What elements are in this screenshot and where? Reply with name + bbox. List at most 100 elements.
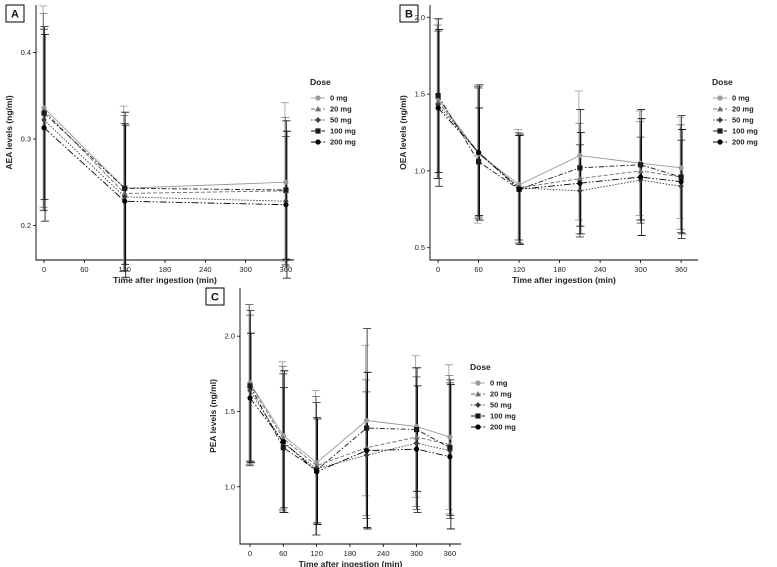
legend-marker [475,402,481,408]
legend-label: 200 mg [490,423,516,432]
data-point [577,165,583,171]
data-point [121,193,128,200]
series-line [437,98,682,186]
data-point [121,190,128,196]
data-point [41,125,47,131]
series-line [437,107,682,190]
legend-marker [315,106,321,112]
x-tick-label: 240 [594,265,607,274]
data-point [413,446,420,452]
legend-label: 50 mg [732,116,754,125]
x-axis-label: Time after ingestion (min) [299,559,403,567]
x-tick-label: 360 [675,265,688,274]
x-axis-label: Time after ingestion (min) [113,275,217,285]
x-tick-label: 180 [344,549,357,558]
y-axis-label: PEA levels (ng/ml) [208,379,218,453]
y-tick-label: 2.0 [225,332,235,341]
x-tick-label: 0 [436,265,440,274]
panel-letter: B [405,9,413,21]
chart-panel-b: B 0 60 120 180 240 300 360 0.5 1.0 1.5 2.0 Time afte… [398,4,758,285]
legend-title: Dose [712,77,733,87]
x-tick-label: 0 [248,549,252,558]
axis-lines [429,5,698,261]
legend-title: Dose [310,77,331,87]
legend-marker [475,424,481,430]
data-point [576,175,583,181]
data-point [280,445,286,451]
data-point [280,439,286,445]
data-point [678,179,684,185]
x-tick-label: 300 [410,549,423,558]
y-tick-label: 1.5 [415,90,425,99]
series-line [249,385,451,471]
legend-marker [315,117,321,123]
legend-marker [717,117,723,123]
x-tick-label: 360 [280,265,293,274]
y-axis-label: AEA levels (ng/ml) [4,95,14,169]
legend-label: 50 mg [330,116,352,125]
y-axis-label: OEA levels (ng/ml) [398,95,408,170]
x-tick-label: 180 [553,265,566,274]
x-tick-label: 240 [199,265,212,274]
data-point [447,434,453,440]
data-point [413,426,420,433]
data-point [577,187,583,194]
series-line [249,382,451,464]
legend-label: 0 mg [732,94,750,103]
legend-label: 100 mg [490,412,516,421]
legend-label: 100 mg [330,127,356,136]
data-point [283,179,289,185]
data-point [516,182,522,188]
series-line [249,397,450,473]
y-tick-label: 1.0 [415,166,425,175]
data-point [283,202,289,208]
x-tick-label: 240 [377,549,390,558]
y-tick-label: 2.0 [415,13,425,22]
legend-title: Dose [470,362,491,372]
x-tick-label: 120 [513,265,526,274]
x-tick-label: 60 [279,549,287,558]
data-point [516,186,522,192]
x-tick-label: 180 [159,265,172,274]
data-point [435,105,441,111]
legend-label: 200 mg [330,138,356,147]
series-line [43,107,286,189]
legend: Dose 0 mg 20 mg 50 mg 100 mg 200 mg [310,77,356,147]
data-point [476,149,482,156]
chart-panel-c: C 0 60 120 180 240 300 360 1.0 1.5 2.0 Time after i… [205,287,516,567]
axis-lines [239,288,461,545]
panel-letter-box [205,287,225,306]
x-tick-label: 120 [310,549,323,558]
data-point [364,448,370,454]
legend-label: 0 mg [490,379,508,388]
y-tick-label: 0.4 [21,48,31,57]
y-tick-label: 1.5 [225,407,235,416]
data-point [638,174,644,180]
data-point [435,93,441,99]
data-point [363,452,370,459]
series-line [437,95,682,190]
y-tick-label: 0.2 [21,221,31,230]
data-point [577,180,583,186]
y-tick-label: 0.3 [21,134,31,143]
legend-marker [475,413,481,419]
data-point [364,417,370,424]
legend-marker [315,139,321,145]
series-line [43,110,286,194]
data-point [413,440,420,447]
legend-marker [717,106,723,112]
panel-letter: A [11,9,19,21]
panel-letter-box [5,4,25,23]
legend: Dose 0 mg 20 mg 50 mg 100 mg 200 mg [712,77,758,147]
data-point [435,98,442,105]
data-point [678,174,684,180]
legend-marker [475,380,481,386]
panel-letter: C [211,292,219,304]
y-tick-label: 0.5 [415,243,425,252]
data-point [247,383,253,389]
legend: Dose 0 mg 20 mg 50 mg 100 mg 200 mg [470,362,516,432]
data-point [638,162,644,168]
legend-marker [315,128,321,134]
legend-marker [475,391,481,397]
